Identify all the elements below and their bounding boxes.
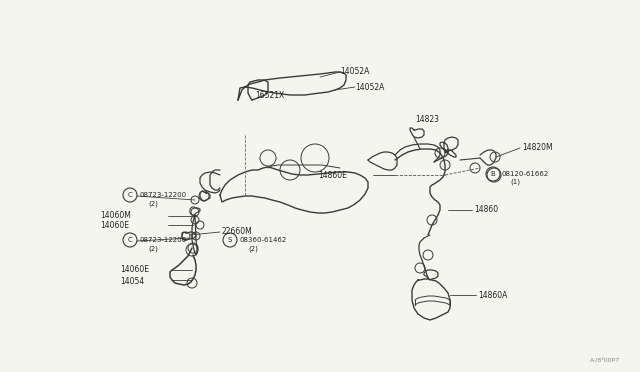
Text: 14052A: 14052A (355, 83, 385, 92)
Text: 14060E: 14060E (100, 221, 129, 230)
Text: 22660M: 22660M (222, 228, 253, 237)
Text: (2): (2) (248, 246, 258, 252)
Text: 08360-61462: 08360-61462 (240, 237, 287, 243)
Text: C: C (127, 192, 132, 198)
Text: (2): (2) (148, 246, 158, 252)
Text: 14052A: 14052A (340, 67, 369, 77)
Text: 08723-12200: 08723-12200 (140, 237, 187, 243)
Text: (1): (1) (510, 179, 520, 185)
Text: 14860: 14860 (474, 205, 498, 215)
Text: B: B (491, 171, 495, 177)
Text: 14860E: 14860E (318, 170, 347, 180)
Text: 08723-12200: 08723-12200 (140, 192, 187, 198)
Text: C: C (127, 237, 132, 243)
Text: 16521X: 16521X (255, 90, 284, 99)
Text: 14060M: 14060M (100, 212, 131, 221)
Text: S: S (228, 237, 232, 243)
Text: 14054: 14054 (120, 278, 144, 286)
Text: 08120-61662: 08120-61662 (502, 171, 549, 177)
Text: 14860A: 14860A (478, 291, 508, 299)
Text: 14823: 14823 (415, 115, 439, 125)
Text: A·/8³00P7: A·/8³00P7 (590, 357, 620, 363)
Text: (2): (2) (148, 201, 158, 207)
Text: 14820M: 14820M (522, 144, 552, 153)
Text: 14060E: 14060E (120, 266, 149, 275)
